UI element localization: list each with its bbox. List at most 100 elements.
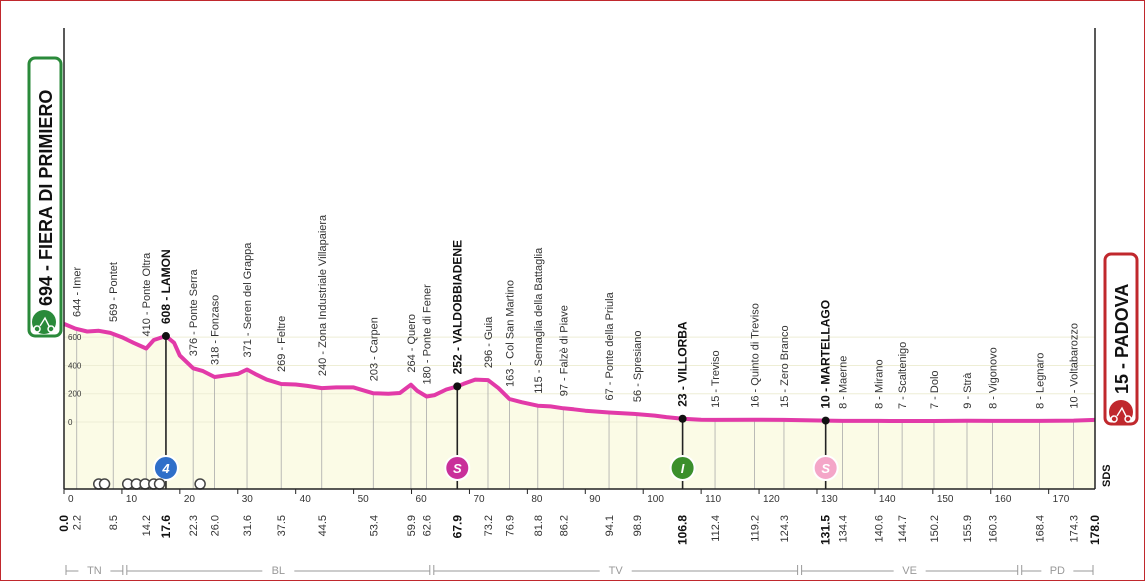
km-label: 17.6	[159, 515, 173, 539]
km-label: 106.8	[676, 515, 690, 545]
km-label: 150.2	[929, 515, 941, 543]
x-tick-label: 10	[126, 494, 138, 505]
km-label: 2.2	[72, 515, 84, 530]
km-label: 59.9	[406, 515, 418, 536]
point-label: 296 - Guia	[483, 316, 495, 368]
point-dot	[821, 416, 830, 425]
km-label: 8.5	[108, 515, 120, 530]
point-dot	[453, 382, 462, 391]
x-tick-label: 130	[821, 494, 838, 505]
obstacle-icon	[153, 478, 166, 490]
point-label: 569 - Pontet	[108, 262, 120, 322]
obstacle-icon	[194, 478, 206, 490]
x-tick-label: 100	[647, 494, 664, 505]
province-label-bg	[1041, 563, 1074, 577]
km-label: 76.9	[504, 515, 516, 536]
province-label: TV	[609, 565, 624, 577]
finish-cyclist-glyph	[1110, 406, 1132, 423]
start-badge: 694 - FIERA DI PRIMIERO	[27, 56, 63, 338]
point-dot	[161, 332, 170, 341]
sprint-marker-text: S	[821, 461, 830, 476]
province-label-bg	[893, 563, 926, 577]
km-label: 26.0	[210, 515, 222, 536]
point-label: 203 - Carpen	[368, 317, 380, 381]
km-label: 22.3	[188, 515, 200, 536]
km-label: 134.4	[837, 515, 849, 543]
point-label: 7 - Scaltenigo	[897, 342, 909, 409]
point-dot	[678, 414, 687, 423]
km-label: 144.7	[897, 515, 909, 543]
finish-cyclist-icon	[1109, 400, 1133, 424]
x-tick-label: 150	[937, 494, 954, 505]
kom-marker-text: 4	[161, 461, 170, 476]
point-label: 8 - Maerne	[837, 356, 849, 409]
x-tick-label: 0	[68, 494, 74, 505]
province-label-bg	[599, 563, 632, 577]
point-label: 15 - Treviso	[710, 350, 722, 407]
point-label: 8 - Legnaro	[1034, 353, 1046, 409]
point-label: 240 - Zona Industriale Villapaiera	[317, 214, 329, 376]
point-label: 7 - Dolo	[929, 370, 941, 409]
point-label: 608 - LAMON	[159, 249, 173, 324]
province-label-bg	[78, 563, 111, 577]
km-label: 86.2	[558, 515, 570, 536]
km-label: 14.2	[141, 515, 153, 536]
point-label: 16 - Quinto di Treviso	[749, 303, 761, 408]
point-label: 252 - VALDOBBIADENE	[450, 240, 464, 374]
km-label: 178.0	[1088, 515, 1102, 545]
km-label: 119.2	[749, 515, 761, 542]
km-label: 53.4	[368, 515, 380, 536]
kom-marker-icon	[152, 455, 179, 481]
x-tick-label: 160	[995, 494, 1012, 505]
point-label: 410 - Ponte Oltra	[141, 252, 153, 337]
x-tick-label: 120	[763, 494, 780, 505]
km-label: 155.9	[962, 515, 974, 543]
point-label: 163 - Col San Martino	[504, 280, 516, 387]
y-tick-label: 400	[68, 361, 82, 370]
km-label: 112.4	[710, 515, 722, 542]
point-label: 15 - Zero Branco	[779, 325, 791, 408]
km-label: 73.2	[483, 515, 495, 536]
x-tick-label: 90	[589, 494, 601, 505]
x-tick-label: 170	[1053, 494, 1070, 505]
start-cyclist-icon	[32, 310, 56, 334]
x-tick-label: 110	[705, 494, 721, 505]
sprint-marker-text: S	[453, 461, 462, 476]
km-label: 81.8	[533, 515, 545, 536]
km-label: 62.6	[422, 515, 434, 536]
point-label: 10 - Voltabarozzo	[1069, 323, 1081, 409]
point-label: 180 - Ponte di Fener	[422, 284, 434, 385]
sprint-marker-icon	[444, 455, 471, 481]
finish-label: 15 - PADOVA	[1112, 284, 1132, 394]
km-label: 131.5	[819, 515, 833, 545]
x-tick-label: 70	[473, 494, 485, 505]
start-label: 694 - FIERA DI PRIMIERO	[36, 90, 56, 306]
point-label: 318 - Fonzaso	[210, 295, 222, 365]
sprint-marker-icon	[812, 455, 839, 481]
province-label-bg	[262, 563, 295, 577]
point-label: 56 - Spresiano	[632, 331, 644, 403]
km-label: 31.6	[242, 515, 254, 536]
point-label: 115 - Sernaglia della Battaglia	[533, 247, 545, 394]
intermediate-marker-text: I	[681, 461, 685, 476]
point-label: 67 - Ponte della Priula	[604, 291, 616, 400]
km-label: 44.5	[317, 515, 329, 536]
province-label: BL	[272, 565, 285, 577]
point-label: 376 - Ponte Serra	[188, 269, 200, 357]
brand-mark: SDS	[1101, 464, 1113, 487]
point-label: 23 - VILLORBA	[676, 321, 690, 407]
x-tick-label: 60	[416, 494, 428, 505]
x-tick-label: 80	[531, 494, 543, 505]
profile-line	[63, 322, 1096, 423]
km-label: 140.6	[873, 515, 885, 543]
intermediate-marker-icon	[669, 455, 696, 481]
x-tick-label: 20	[184, 494, 196, 505]
km-label: 37.5	[276, 515, 288, 536]
km-label: 67.9	[450, 515, 464, 539]
y-tick-label: 600	[68, 333, 82, 342]
point-label: 8 - Mirano	[873, 359, 885, 409]
km-label: 0.0	[57, 515, 71, 532]
point-label: 644 - Imer	[72, 266, 84, 316]
